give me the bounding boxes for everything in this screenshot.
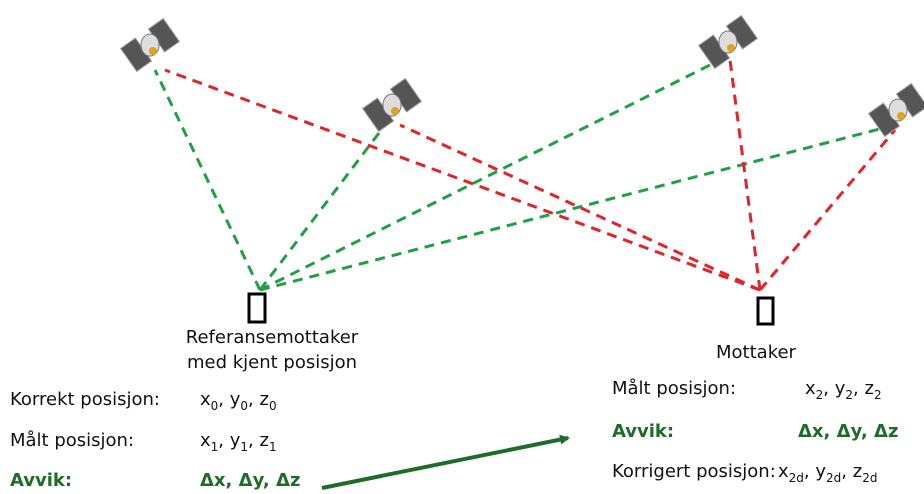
variable: , z (248, 389, 269, 410)
satellite (698, 15, 758, 69)
deviation-value: Δx, Δy, Δz (200, 470, 300, 491)
subscript: 2 (816, 388, 824, 402)
signal-lines (153, 53, 897, 292)
variable: x (200, 389, 211, 410)
subscript: 2 (845, 388, 853, 402)
row-value: x2d, y2d, z2d (778, 461, 877, 485)
row-value: x2, y2, z2 (805, 378, 882, 402)
subscript: 0 (269, 399, 277, 413)
reference-label: Referansemottaker (186, 327, 359, 348)
subscript: 2d (862, 471, 877, 485)
correction-arrow (321, 434, 570, 490)
variable: x (778, 461, 789, 482)
subscript: 0 (211, 399, 219, 413)
row-value: x0, y0, z0 (200, 389, 277, 413)
deviation-label: Avvik: (612, 421, 674, 442)
row-label: Målt posisjon: (612, 378, 736, 399)
reference-label: med kjent posisjon (187, 352, 357, 373)
satellite (362, 78, 422, 132)
row-value: x1, y1, z1 (200, 430, 277, 454)
variable: x (805, 378, 816, 399)
receiver (756, 296, 775, 326)
deviation-value: Δx, Δy, Δz (798, 421, 898, 442)
subscript: 0 (240, 399, 248, 413)
variable: , z (248, 430, 269, 451)
variable: , y (218, 389, 240, 410)
variable: , z (841, 461, 862, 482)
variable: , y (823, 378, 845, 399)
deviation-label: Avvik: (10, 470, 72, 491)
row-label: Korrekt posisjon: (10, 389, 160, 410)
subscript: 1 (240, 440, 248, 454)
subscript: 2 (874, 388, 882, 402)
receiver-label: Mottaker (716, 342, 797, 363)
subscript: 2d (826, 471, 841, 485)
subscript: 2d (789, 471, 804, 485)
variable: , z (853, 378, 874, 399)
subscript: 1 (211, 440, 219, 454)
satellite (120, 18, 180, 72)
row-label: Korrigert posisjon: (612, 461, 776, 482)
variable: x (200, 430, 211, 451)
variable: , y (218, 430, 240, 451)
reference-receiver (247, 292, 267, 324)
row-label: Målt posisjon: (10, 430, 134, 451)
variable: , y (804, 461, 826, 482)
subscript: 1 (269, 440, 277, 454)
